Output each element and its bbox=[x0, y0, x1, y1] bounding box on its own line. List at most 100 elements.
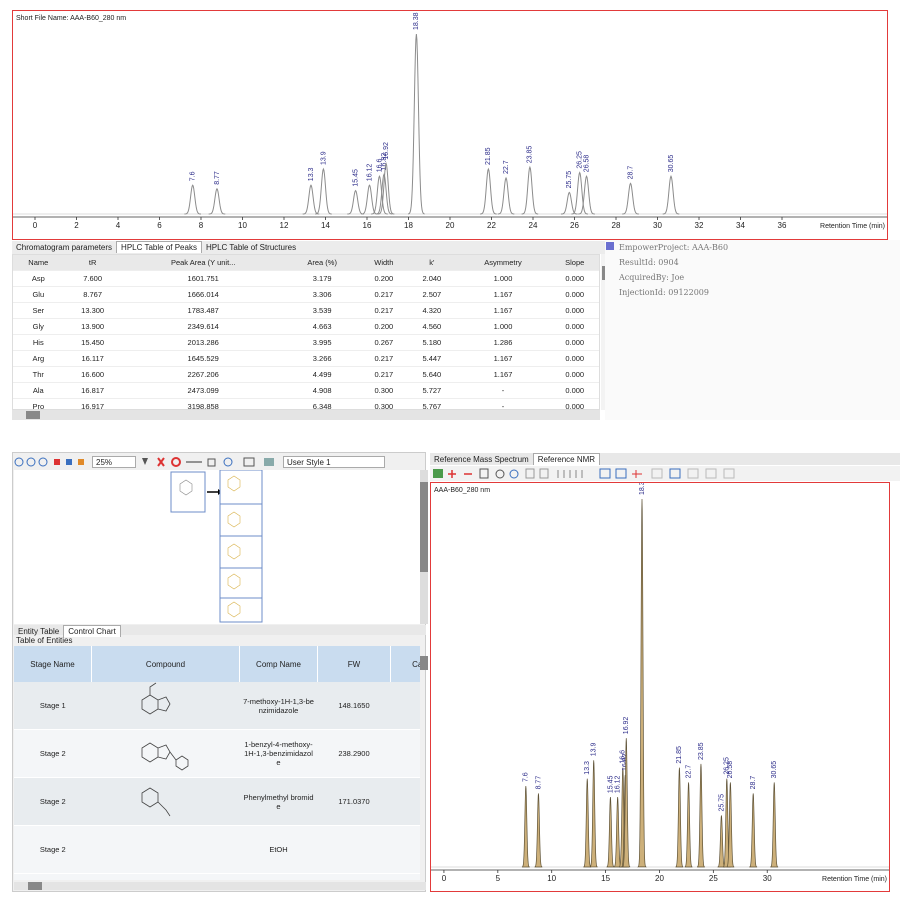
bottom-chromatogram: AAA-B60_280 nm 0 5 10 15 20 25 30 Retention Time… bbox=[431, 477, 889, 883]
cell: 0.217 bbox=[359, 366, 409, 383]
cell: 0.200 bbox=[359, 270, 409, 287]
peak bbox=[377, 162, 395, 215]
x-tick-label: 12 bbox=[280, 221, 289, 230]
h-scrollbar[interactable] bbox=[12, 410, 600, 420]
cell: 2473.099 bbox=[121, 382, 285, 399]
peak bbox=[371, 174, 388, 215]
x-tick-label: 28 bbox=[612, 221, 621, 230]
peak-label: 30.65 bbox=[771, 761, 778, 779]
peak-row: Ala 16.817 2473.099 4.908 0.300 5.727-0.000 bbox=[13, 382, 599, 399]
toolbar-icons bbox=[14, 456, 94, 470]
tab[interactable]: Chromatogram parameters bbox=[16, 243, 113, 252]
h-scrollbar[interactable] bbox=[14, 882, 426, 890]
cell: 16.817 bbox=[63, 382, 122, 399]
column-header: Width bbox=[359, 255, 409, 271]
peak-label: 15.45 bbox=[352, 169, 359, 187]
tab[interactable]: HPLC Table of Peaks bbox=[116, 241, 202, 253]
scroll-thumb[interactable] bbox=[420, 656, 428, 670]
cell: Ala bbox=[13, 382, 64, 399]
peak bbox=[571, 171, 589, 215]
name-cell: 7-methoxy-1H-1,3-benzimidazole bbox=[239, 682, 318, 730]
tab[interactable]: HPLC Table of Structures bbox=[205, 243, 297, 252]
peak-label: 15.45 bbox=[607, 775, 614, 793]
reaction-canvas bbox=[14, 469, 420, 624]
compound-cell bbox=[91, 777, 240, 826]
fw-cell bbox=[317, 825, 391, 874]
cell: 7.600 bbox=[63, 270, 122, 287]
peak-label: 8.77 bbox=[535, 776, 542, 790]
chart-toolbar bbox=[430, 466, 900, 481]
column-header: Compound bbox=[91, 646, 240, 682]
cell: Asp bbox=[13, 270, 64, 287]
x-tick-label: 18 bbox=[404, 221, 413, 230]
x-tick-label: 20 bbox=[655, 874, 664, 883]
peak-label: 16.6 bbox=[376, 158, 383, 172]
peak-row: Arg 16.117 1645.529 3.266 0.217 5.447 1.167 0.0… bbox=[13, 350, 599, 367]
peak-label: 28.7 bbox=[627, 166, 634, 180]
peak bbox=[583, 778, 592, 868]
zoom-select[interactable]: 25% bbox=[92, 456, 136, 468]
cap-cell bbox=[390, 777, 420, 826]
structures bbox=[141, 682, 189, 817]
cell: Arg bbox=[13, 350, 64, 367]
peak-label: 23.85 bbox=[698, 742, 705, 760]
peak bbox=[480, 167, 497, 215]
cell: 0.300 bbox=[359, 382, 409, 399]
peak-row: Thr 16.600 2267.206 4.499 0.217 5.640 1.167 0.0… bbox=[13, 366, 599, 383]
cell: 3198.858 bbox=[121, 398, 285, 409]
cell: 4.663 bbox=[284, 318, 360, 335]
cell: 5.727 bbox=[408, 382, 456, 399]
cell: 5.447 bbox=[408, 350, 456, 367]
cell: 0.000 bbox=[550, 334, 599, 351]
cell: Glu bbox=[13, 286, 64, 303]
cell: 4.499 bbox=[284, 366, 360, 383]
name-cell: Phenylmethyl bromide bbox=[239, 777, 318, 826]
cell: 1.167 bbox=[455, 366, 551, 383]
scrollbar[interactable] bbox=[420, 470, 428, 624]
toolbar-icons-2 bbox=[140, 456, 280, 470]
peak-row: Pro 16.917 3198.858 6.348 0.300 5.767-0.000 bbox=[13, 398, 599, 409]
cell: 1666.014 bbox=[121, 286, 285, 303]
peak bbox=[696, 763, 705, 868]
tab[interactable]: Entity Table bbox=[18, 627, 60, 636]
cell: 2.507 bbox=[408, 286, 456, 303]
peak bbox=[375, 173, 393, 215]
cell: 4.908 bbox=[284, 382, 360, 399]
column-header: Comp Name bbox=[239, 646, 318, 682]
peak bbox=[684, 782, 693, 868]
cell: 0.217 bbox=[359, 286, 409, 303]
cap-cell bbox=[390, 825, 420, 874]
column-header: tR bbox=[63, 255, 122, 271]
cell: Ser bbox=[13, 302, 64, 319]
cell: 1.000 bbox=[455, 318, 551, 335]
tab[interactable]: Control Chart bbox=[63, 625, 121, 637]
cell: 0.000 bbox=[550, 350, 599, 367]
x-tick-label: 10 bbox=[547, 874, 556, 883]
peak bbox=[662, 174, 680, 215]
fw-cell: 148.1650 bbox=[317, 682, 391, 730]
cell: 5.180 bbox=[408, 334, 456, 351]
tab[interactable]: Reference NMR bbox=[532, 453, 601, 465]
tab[interactable]: Reference Mass Spectrum bbox=[434, 455, 529, 464]
fw-cell: 171.0370 bbox=[317, 777, 391, 826]
x-tick-label: 14 bbox=[321, 221, 330, 230]
cell: 0.000 bbox=[550, 286, 599, 303]
style-select[interactable]: User Style 1 bbox=[283, 456, 385, 468]
cell: 2267.206 bbox=[121, 366, 285, 383]
bottom-chart-frame: AAA-B60_280 nm 0 5 10 15 20 25 30 Retention Time… bbox=[430, 477, 890, 892]
peak bbox=[361, 184, 378, 215]
info-line: EmpowerProject: AAA-B60 bbox=[619, 243, 729, 252]
peak bbox=[315, 167, 332, 215]
peak bbox=[578, 174, 595, 215]
cell: 2.040 bbox=[408, 270, 456, 287]
x-axis-label: Retention Time (min) bbox=[822, 876, 887, 883]
cap-cell bbox=[390, 682, 420, 730]
x-tick-label: 0 bbox=[33, 221, 38, 230]
peak bbox=[521, 165, 539, 215]
x-tick-label: 10 bbox=[238, 221, 247, 230]
cell: 1.167 bbox=[455, 286, 551, 303]
cell: 16.600 bbox=[63, 366, 122, 383]
